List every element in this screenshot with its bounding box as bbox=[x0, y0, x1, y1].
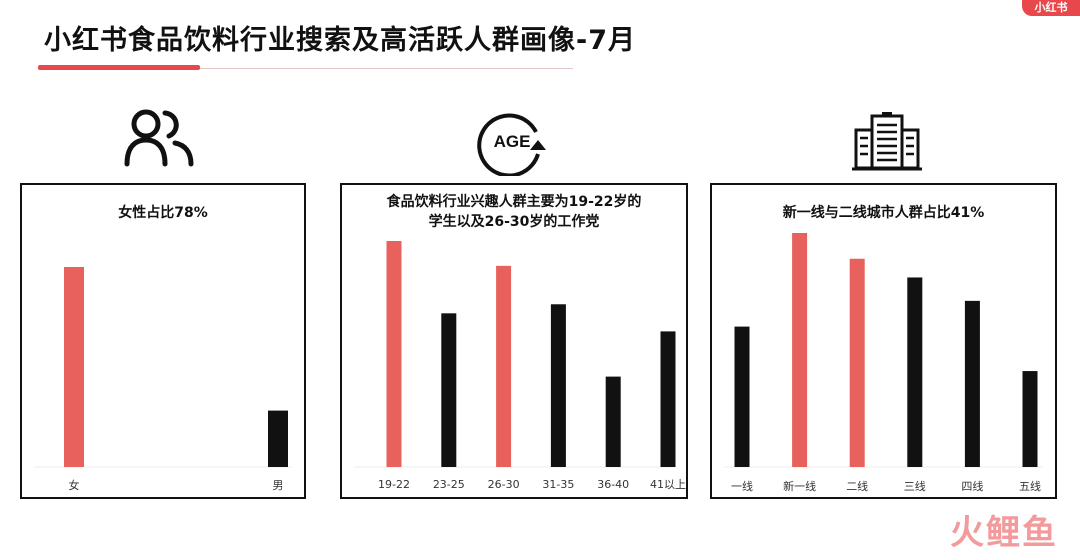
x-tick-label-4: 36-40 bbox=[597, 478, 629, 491]
age-chart: 19-22 23-25 26-30 31-35 36-40 41以上 bbox=[354, 241, 686, 491]
x-tick-label-2: 26-30 bbox=[488, 478, 520, 491]
age-icon-label: AGE bbox=[494, 132, 531, 151]
brand-tag: 小红书 bbox=[1022, 0, 1080, 16]
x-tick-label-5: 41以上 bbox=[650, 478, 686, 491]
bar-2 bbox=[849, 258, 865, 467]
watermark-logo: 火鲤鱼 bbox=[950, 513, 1058, 553]
bar-1 bbox=[792, 233, 808, 467]
age-chart-title-line1: 食品饮料行业兴趣人群主要为19-22岁的 bbox=[386, 194, 642, 210]
x-tick-label-3: 31-35 bbox=[542, 478, 574, 491]
x-tick-label-1: 男 bbox=[273, 479, 284, 492]
bar-0 bbox=[734, 326, 750, 467]
age-icon: AGE bbox=[477, 113, 546, 176]
x-tick-label-0: 一线 bbox=[731, 479, 753, 493]
age-chart-panel: 食品饮料行业兴趣人群主要为19-22岁的 学生以及26-30岁的工作党 19-2… bbox=[340, 183, 688, 499]
page-title: 小红书食品饮料行业搜索及高活跃人群画像-7月 bbox=[44, 25, 636, 56]
bar-3 bbox=[907, 277, 923, 467]
gender-chart-title: 女性占比78% bbox=[118, 205, 208, 221]
title-accent-bar bbox=[38, 65, 200, 70]
bar-3 bbox=[550, 304, 566, 467]
bar-0 bbox=[386, 241, 402, 467]
age-chart-title: 食品饮料行业兴趣人群主要为19-22岁的 学生以及26-30岁的工作党 bbox=[342, 192, 686, 232]
bar-2 bbox=[496, 265, 512, 467]
city-chart-title: 新一线与二线城市人群占比41% bbox=[782, 205, 985, 221]
bar-0 bbox=[64, 267, 84, 467]
title-underline bbox=[38, 68, 573, 69]
x-tick-label-1: 23-25 bbox=[433, 478, 465, 491]
x-tick-label-2: 二线 bbox=[846, 479, 868, 493]
bar-4 bbox=[964, 300, 980, 467]
bar-1 bbox=[441, 313, 457, 467]
bar-5 bbox=[1022, 371, 1038, 467]
x-tick-label-0: 女 bbox=[69, 478, 80, 492]
gender-chart: 女男 bbox=[34, 267, 292, 492]
city-chart: 一线 新一线 二线 三线 四线 五线 bbox=[724, 233, 1043, 493]
x-tick-label-3: 三线 bbox=[904, 479, 926, 493]
bar-5 bbox=[660, 331, 676, 467]
bar-1 bbox=[268, 410, 288, 467]
x-tick-label-5: 五线 bbox=[1019, 479, 1041, 493]
age-chart-title-line2: 学生以及26-30岁的工作党 bbox=[428, 214, 600, 230]
city-chart-panel: 新一线与二线城市人群占比41% 一线 新一线 二线 三线 四线 五线 bbox=[710, 183, 1057, 499]
x-tick-label-1: 新一线 bbox=[783, 479, 816, 493]
bar-4 bbox=[605, 376, 621, 467]
x-tick-label-0: 19-22 bbox=[378, 478, 410, 491]
gender-chart-panel: 女性占比78% 女男 bbox=[20, 183, 306, 499]
people-icon bbox=[124, 109, 194, 167]
building-icon bbox=[852, 112, 922, 171]
x-tick-label-4: 四线 bbox=[961, 479, 983, 493]
